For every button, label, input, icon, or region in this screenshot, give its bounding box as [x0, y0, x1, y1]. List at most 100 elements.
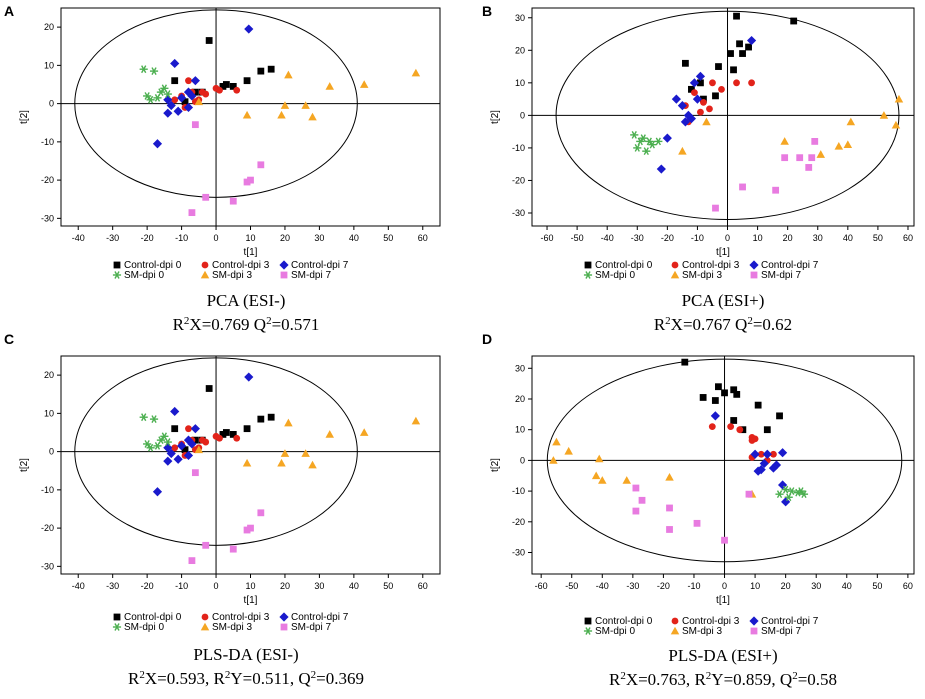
- y-tick-label: 0: [520, 455, 525, 465]
- data-point: [152, 139, 163, 149]
- data-point: [325, 430, 334, 438]
- data-point: [780, 137, 789, 145]
- data-point: [219, 431, 227, 438]
- data-point: [718, 85, 725, 93]
- x-tick-label: -10: [691, 233, 704, 243]
- x-tick-label: -40: [72, 233, 85, 243]
- series-control-dpi-7: [710, 411, 791, 507]
- legend-label: Control-dpi 7: [291, 260, 349, 271]
- x-tick-label: 30: [314, 233, 324, 243]
- data-point: [790, 17, 798, 25]
- data-point: [633, 144, 642, 152]
- data-point: [712, 204, 719, 212]
- panel-b: B -60 -50 -40 -30 -20 -10 0 10 20 30 40 50 60 -30 -20 -1…: [482, 3, 915, 334]
- series-sm-dpi-7: [188, 121, 265, 217]
- legend-marker: [201, 613, 209, 621]
- data-point: [775, 490, 784, 499]
- data-point: [143, 440, 152, 448]
- y-tick-label: 0: [49, 99, 54, 109]
- x-tick-label: -50: [565, 581, 578, 591]
- data-point: [654, 137, 663, 146]
- y-tick-label: 20: [515, 45, 525, 55]
- y-tick-label: 20: [515, 394, 525, 404]
- data-point: [205, 385, 213, 392]
- plot-frame: [531, 355, 915, 575]
- model-stats: R2X=0.767 Q2=0.62: [654, 315, 792, 334]
- y-axis-label: t[2]: [19, 458, 30, 472]
- data-point: [762, 449, 772, 459]
- x-axis-label: t[1]: [716, 247, 730, 258]
- data-point: [710, 411, 720, 421]
- data-point: [771, 460, 782, 470]
- data-point: [166, 448, 176, 459]
- data-point: [808, 154, 816, 162]
- x-tick-label: 20: [783, 233, 793, 243]
- legend-marker: [200, 622, 210, 631]
- data-point: [194, 445, 204, 454]
- data-point: [185, 77, 192, 85]
- legend-marker: [584, 261, 592, 269]
- data-point: [748, 79, 755, 87]
- model-stats: R2X=0.593, R2Y=0.511, Q2=0.369: [128, 669, 364, 688]
- data-point: [639, 134, 648, 143]
- data-point: [700, 98, 707, 106]
- y-tick-label: -20: [512, 175, 525, 185]
- legend-marker: [583, 627, 593, 635]
- data-point: [163, 108, 173, 118]
- data-point: [772, 186, 780, 194]
- data-point: [666, 526, 673, 533]
- x-tick-label: 60: [903, 233, 913, 243]
- data-point: [284, 418, 293, 427]
- legend-label: SM-dpi 3: [682, 626, 722, 637]
- x-tick-label: 0: [725, 233, 730, 243]
- x-tick-label: 40: [843, 233, 853, 243]
- data-point: [745, 490, 753, 498]
- data-point: [681, 358, 689, 366]
- plot-frame: [60, 355, 441, 575]
- data-point: [185, 425, 192, 433]
- data-point: [183, 102, 194, 113]
- data-point: [143, 92, 152, 100]
- data-point: [277, 458, 286, 467]
- data-point: [202, 438, 210, 446]
- data-point: [784, 493, 793, 502]
- data-point: [662, 133, 672, 143]
- data-point: [284, 70, 293, 79]
- data-point: [177, 93, 187, 103]
- x-tick-label: -20: [141, 581, 154, 591]
- legend-label: SM-dpi 3: [212, 622, 252, 633]
- legend-label: SM-dpi 3: [682, 270, 722, 281]
- legend-label: SM-dpi 7: [291, 622, 331, 633]
- data-point: [257, 509, 265, 517]
- data-point: [190, 424, 200, 434]
- hotelling-ellipse: [546, 358, 903, 563]
- y-tick-label: -20: [41, 523, 54, 533]
- data-point: [257, 161, 265, 169]
- data-point: [715, 63, 722, 70]
- x-tick-label: 20: [280, 581, 290, 591]
- data-point: [257, 67, 265, 75]
- data-point: [739, 50, 746, 57]
- data-point: [280, 449, 290, 457]
- x-tick-label: 10: [245, 233, 255, 243]
- panel-title: PCA (ESI+): [682, 291, 765, 310]
- data-point: [709, 79, 716, 87]
- x-tick-label: -20: [141, 233, 154, 243]
- data-point: [229, 83, 237, 90]
- legend-marker: [280, 623, 288, 631]
- data-point: [733, 79, 740, 87]
- x-tick-label: 50: [872, 581, 882, 591]
- data-point: [243, 425, 251, 433]
- data-point: [191, 469, 199, 477]
- x-tick-label: 60: [418, 581, 428, 591]
- data-point: [781, 497, 791, 507]
- data-point: [308, 112, 317, 121]
- data-point: [733, 12, 740, 20]
- legend-label: Control-dpi 0: [124, 612, 182, 623]
- hotelling-ellipse: [74, 357, 358, 546]
- data-point: [693, 519, 701, 527]
- series-control-dpi-3: [708, 423, 777, 464]
- legend-marker: [749, 616, 759, 626]
- legend-marker: [750, 271, 758, 279]
- data-point: [163, 90, 172, 98]
